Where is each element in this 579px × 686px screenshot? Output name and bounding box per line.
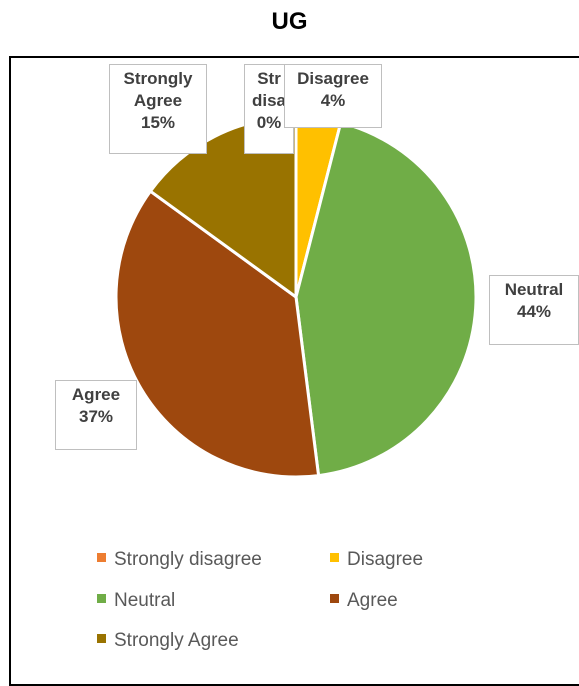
legend-item-strongly-agree: Strongly Agree [97, 629, 239, 653]
chart-title: UG [271, 8, 308, 35]
legend-label: Strongly disagree [114, 549, 262, 570]
data-label-agree: Agree 37% [55, 380, 137, 450]
legend-item-agree: Agree [330, 589, 398, 613]
data-label-neutral: Neutral 44% [489, 275, 579, 345]
legend-label: Strongly Agree [114, 630, 239, 651]
data-label-strongly-agree: Strongly Agree 15% [109, 64, 207, 154]
legend-swatch [97, 634, 106, 644]
legend-item-strongly-disagree: Strongly disagree [97, 548, 262, 572]
legend-item-neutral: Neutral [97, 589, 175, 613]
pie-slice-neutral [294, 120, 478, 478]
pie-slice-agree [114, 189, 321, 479]
legend-label: Disagree [347, 549, 424, 570]
legend-label: Neutral [114, 590, 176, 611]
legend-swatch [97, 553, 106, 563]
legend-item-disagree: Disagree [330, 548, 423, 572]
data-label-disagree: Disagree 4% [284, 64, 382, 128]
legend-label: Agree [347, 590, 398, 611]
legend-swatch [330, 594, 339, 604]
legend-swatch [330, 553, 339, 563]
legend-swatch [97, 594, 106, 604]
